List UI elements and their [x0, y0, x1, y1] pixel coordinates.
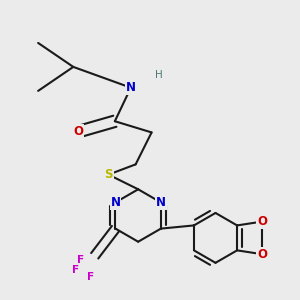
Text: F: F — [87, 272, 94, 282]
Text: S: S — [104, 168, 113, 181]
Text: N: N — [126, 81, 136, 94]
Text: O: O — [257, 248, 267, 261]
Text: H: H — [155, 70, 163, 80]
Text: F: F — [77, 255, 84, 265]
Text: O: O — [73, 125, 83, 138]
Text: O: O — [257, 215, 267, 228]
Text: F: F — [72, 265, 80, 275]
Text: N: N — [156, 196, 166, 209]
Text: N: N — [110, 196, 121, 209]
